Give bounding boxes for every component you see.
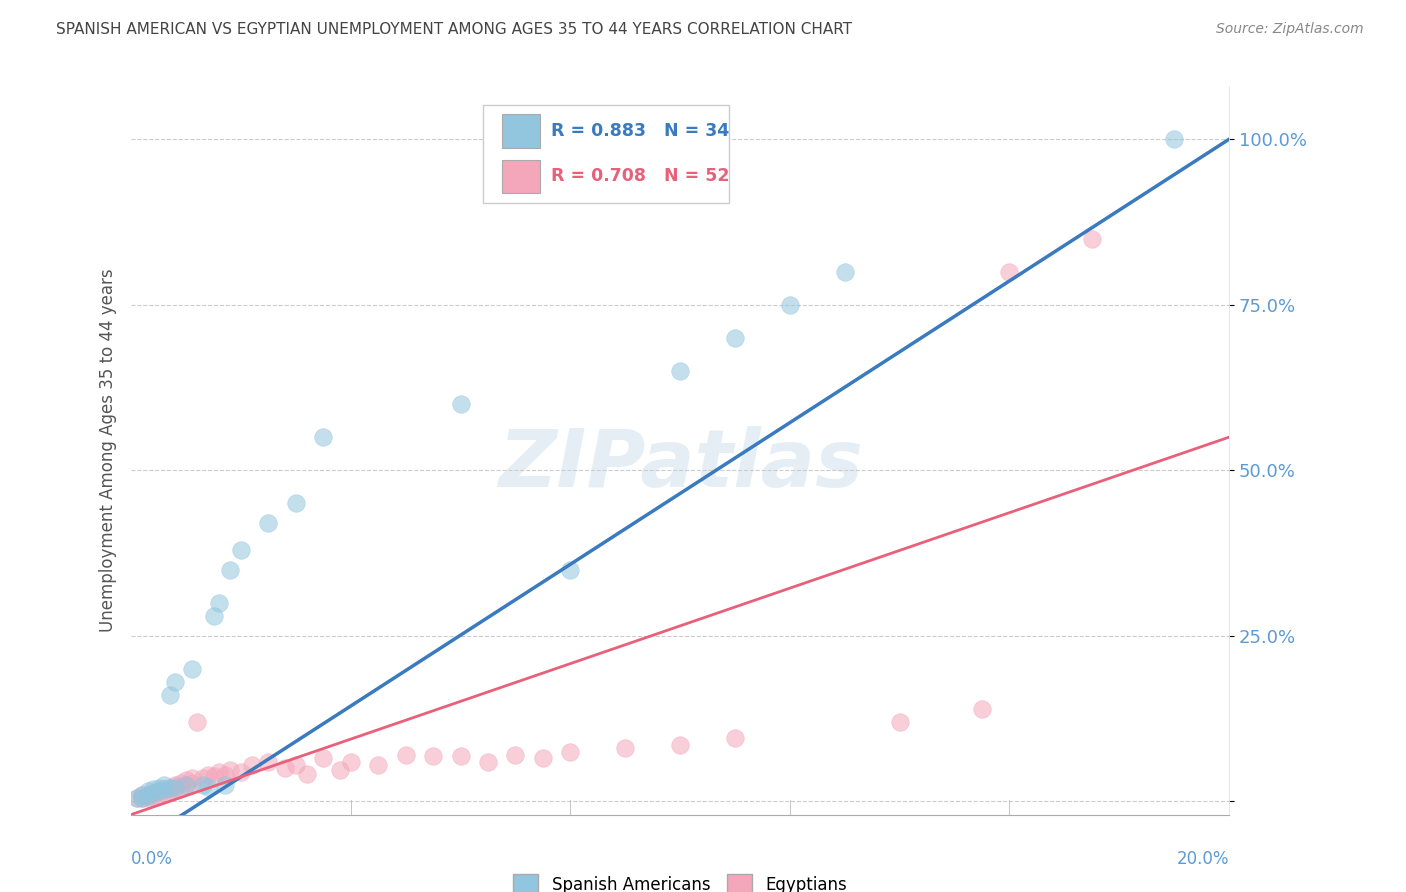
Point bbox=[724, 731, 747, 746]
Point bbox=[159, 780, 181, 795]
Point bbox=[477, 755, 499, 769]
Point bbox=[165, 782, 187, 797]
Point bbox=[450, 397, 472, 411]
Point bbox=[153, 786, 176, 800]
Point bbox=[560, 745, 582, 759]
Text: SPANISH AMERICAN VS EGYPTIAN UNEMPLOYMENT AMONG AGES 35 TO 44 YEARS CORRELATION : SPANISH AMERICAN VS EGYPTIAN UNEMPLOYMEN… bbox=[56, 22, 852, 37]
Point bbox=[180, 771, 202, 785]
Point bbox=[834, 265, 856, 279]
Legend: Spanish Americans, Egyptians: Spanish Americans, Egyptians bbox=[506, 867, 853, 892]
Point bbox=[998, 265, 1021, 279]
Point bbox=[169, 780, 191, 795]
Point bbox=[131, 791, 153, 805]
Point bbox=[312, 751, 335, 765]
Point bbox=[889, 714, 911, 729]
Point bbox=[669, 738, 692, 752]
Point bbox=[560, 563, 582, 577]
Point bbox=[724, 331, 747, 345]
Point bbox=[131, 791, 153, 805]
Point bbox=[295, 766, 318, 780]
Point bbox=[180, 662, 202, 676]
Point bbox=[174, 778, 197, 792]
Point bbox=[312, 430, 335, 444]
Point bbox=[219, 763, 242, 777]
Point bbox=[125, 791, 148, 805]
Point bbox=[450, 749, 472, 764]
Point bbox=[1080, 232, 1102, 246]
Point bbox=[191, 778, 214, 792]
Text: ZIPatlas: ZIPatlas bbox=[498, 426, 863, 504]
Y-axis label: Unemployment Among Ages 35 to 44 years: Unemployment Among Ages 35 to 44 years bbox=[100, 268, 117, 632]
Text: R = 0.883   N = 34: R = 0.883 N = 34 bbox=[551, 122, 728, 140]
Point bbox=[214, 768, 236, 782]
Point bbox=[131, 788, 153, 802]
Point bbox=[1163, 132, 1185, 146]
Text: Source: ZipAtlas.com: Source: ZipAtlas.com bbox=[1216, 22, 1364, 37]
Point bbox=[148, 784, 170, 798]
Point bbox=[180, 776, 202, 790]
Point bbox=[131, 788, 153, 802]
Point bbox=[165, 780, 187, 794]
Point bbox=[197, 768, 219, 782]
FancyBboxPatch shape bbox=[502, 114, 540, 148]
Text: 20.0%: 20.0% bbox=[1177, 850, 1229, 868]
Point bbox=[240, 758, 263, 772]
Point bbox=[174, 773, 197, 788]
Point bbox=[339, 755, 361, 769]
Point bbox=[531, 751, 554, 765]
Point bbox=[329, 763, 352, 777]
Point bbox=[284, 496, 307, 510]
Point bbox=[284, 758, 307, 772]
FancyBboxPatch shape bbox=[502, 160, 540, 194]
Point bbox=[505, 747, 527, 762]
Point bbox=[159, 780, 181, 795]
Point bbox=[274, 761, 297, 775]
Point bbox=[159, 689, 181, 703]
Point bbox=[142, 786, 165, 800]
Point bbox=[136, 784, 159, 798]
Point bbox=[142, 786, 165, 800]
FancyBboxPatch shape bbox=[482, 104, 730, 202]
Point bbox=[136, 791, 159, 805]
Point bbox=[165, 778, 187, 792]
Point bbox=[779, 298, 801, 312]
Point bbox=[136, 788, 159, 802]
Point bbox=[186, 714, 208, 729]
Point bbox=[395, 747, 418, 762]
Point bbox=[614, 741, 637, 756]
Point bbox=[214, 778, 236, 792]
Point bbox=[148, 788, 170, 802]
Point bbox=[148, 784, 170, 798]
Point bbox=[669, 364, 692, 378]
Text: 0.0%: 0.0% bbox=[131, 850, 173, 868]
Point bbox=[197, 780, 219, 794]
Point bbox=[208, 596, 231, 610]
Point bbox=[165, 675, 187, 690]
Point bbox=[208, 764, 231, 779]
Point bbox=[257, 516, 280, 531]
Point bbox=[257, 755, 280, 769]
Point bbox=[169, 776, 191, 790]
Point bbox=[422, 749, 444, 764]
Point bbox=[125, 791, 148, 805]
Point bbox=[970, 701, 993, 715]
Point bbox=[219, 563, 242, 577]
Text: R = 0.708   N = 52: R = 0.708 N = 52 bbox=[551, 168, 730, 186]
Point bbox=[174, 778, 197, 792]
Point bbox=[153, 782, 176, 797]
Point bbox=[202, 609, 225, 624]
Point bbox=[142, 789, 165, 803]
Point bbox=[142, 782, 165, 797]
Point bbox=[153, 778, 176, 792]
Point bbox=[202, 769, 225, 783]
Point bbox=[367, 758, 389, 772]
Point bbox=[136, 789, 159, 803]
Point bbox=[229, 764, 252, 779]
Point bbox=[229, 542, 252, 557]
Point bbox=[191, 771, 214, 785]
Point bbox=[159, 784, 181, 798]
Point bbox=[148, 780, 170, 795]
Point bbox=[153, 782, 176, 797]
